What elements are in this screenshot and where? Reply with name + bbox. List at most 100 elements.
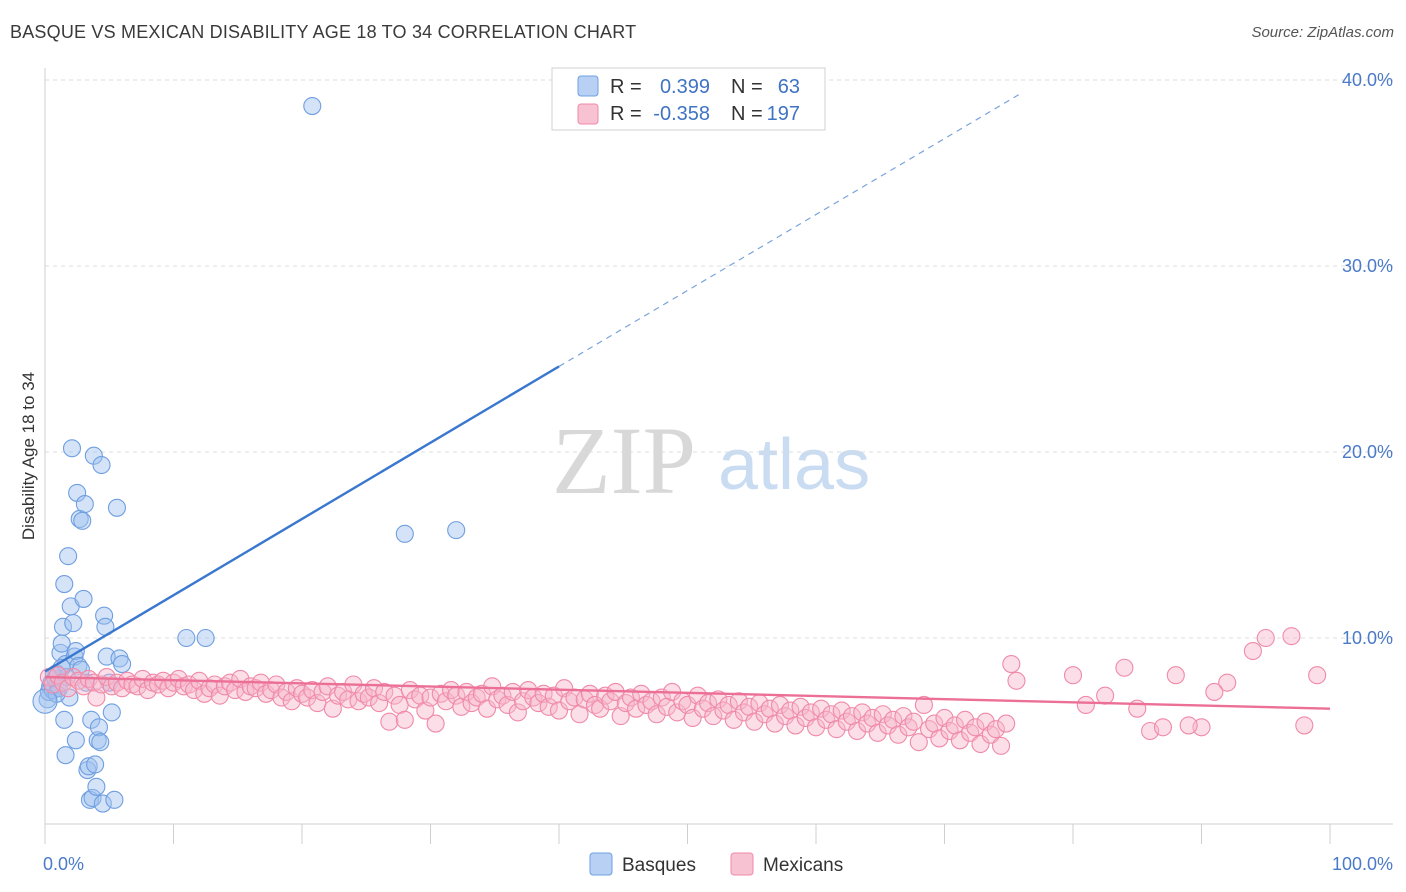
legend-n-label-1: N = [731, 76, 763, 98]
mexican-point-75 [421, 688, 440, 707]
mexican-point-4 [59, 679, 78, 698]
mexican-point-201 [1282, 627, 1301, 646]
mexican-point-169 [904, 712, 923, 731]
mexican-point-180 [961, 723, 980, 742]
mexican-trend-line [44, 675, 1331, 710]
mexican-point-148 [796, 708, 815, 728]
watermark: ZIP atlas [552, 407, 870, 514]
mexican-point-128 [693, 699, 712, 718]
mexican-point-167 [894, 707, 913, 726]
basque-point-19 [62, 439, 82, 458]
watermark-atlas: atlas [718, 425, 870, 505]
series-mexicans [39, 627, 1327, 755]
mexican-point-134 [724, 710, 743, 729]
bottom-legend: Basques Mexicans [589, 852, 843, 876]
mexican-point-142 [765, 714, 784, 733]
mexican-point-135 [729, 692, 748, 711]
mexican-point-163 [873, 705, 892, 724]
basque-point-48 [102, 703, 121, 722]
basque-point-62 [447, 521, 466, 540]
mexican-point-70 [395, 710, 414, 729]
mexican-point-144 [776, 707, 795, 726]
mexican-point-147 [791, 697, 810, 716]
mexican-point-166 [889, 725, 908, 744]
mexican-point-187 [997, 714, 1016, 733]
basque-point-37 [86, 755, 105, 774]
mexican-point-76 [426, 714, 445, 733]
basque-point-55 [56, 746, 75, 765]
basque-point-34 [82, 710, 101, 729]
legend-n-label-2: N = [731, 103, 763, 125]
y-tick-label-30: 30.0% [1342, 256, 1393, 276]
basque-point-38 [87, 777, 106, 796]
mexican-point-185 [986, 720, 1005, 739]
mexican-point-126 [683, 708, 702, 728]
mexican-point-92 [508, 703, 527, 722]
mexican-point-170 [909, 733, 928, 752]
mexican-point-199 [1243, 641, 1262, 661]
trend-lines [44, 92, 1331, 710]
mexican-point-198 [1218, 673, 1237, 692]
basque-point-29 [75, 495, 94, 514]
basque-point-39 [88, 731, 107, 750]
mexican-point-156 [837, 712, 856, 731]
legend-swatch-basques [577, 75, 599, 97]
mexican-point-131 [709, 690, 728, 709]
mexican-point-206 [1153, 718, 1172, 737]
mexican-point-178 [950, 731, 969, 750]
mexican-point-138 [745, 712, 764, 731]
basque-trend-line [44, 365, 560, 673]
y-tick-label-10: 10.0% [1342, 628, 1393, 648]
basque-point-32 [79, 757, 98, 776]
basque-point-13 [55, 575, 74, 594]
mexican-point-164 [878, 716, 898, 735]
basque-point-42 [92, 455, 111, 475]
legend-swatch-mexicans [577, 103, 599, 125]
mexican-point-168 [899, 718, 918, 737]
y-tick-labels: 10.0% 20.0% 30.0% 40.0% [1342, 70, 1393, 648]
mexican-point-130 [704, 707, 723, 726]
mexican-point-150 [806, 718, 826, 737]
mexican-point-114 [621, 688, 641, 707]
basque-point-59 [196, 628, 215, 648]
basque-point-16 [59, 547, 78, 566]
mexican-point-181 [966, 718, 985, 737]
mexican-point-132 [714, 701, 733, 720]
y-tick-label-20: 20.0% [1342, 442, 1393, 462]
mexican-point-189 [1007, 671, 1026, 690]
legend-box: R = 0.399 N = 63 R = -0.358 N = 197 [551, 67, 826, 131]
basque-point-50 [107, 498, 127, 517]
bottom-legend-swatch-mexicans [730, 852, 754, 876]
mexican-point-152 [817, 710, 836, 729]
basque-point-43 [93, 794, 112, 813]
basque-point-41 [91, 733, 110, 752]
mexican-point-66 [375, 682, 394, 701]
mexican-point-159 [853, 703, 872, 722]
mexican-point-113 [616, 694, 635, 713]
mexican-point-196 [1166, 666, 1185, 685]
grid-lines [45, 79, 1393, 639]
legend-r-label-1: R = [610, 76, 642, 98]
mexican-point-186 [991, 736, 1011, 755]
mexican-point-193 [1115, 658, 1134, 677]
mexican-point-176 [940, 721, 959, 741]
basque-trend-extension [558, 92, 1022, 367]
watermark-zip: ZIP [552, 407, 696, 514]
mexican-point-182 [971, 734, 990, 754]
mexican-point-31 [195, 684, 214, 703]
mexican-point-200 [1256, 628, 1275, 648]
mexican-point-155 [832, 701, 851, 720]
x-tick-label-max: 100.0% [1332, 854, 1393, 874]
basque-point-cluster [32, 688, 58, 714]
legend-n-value-2: 197 [767, 103, 800, 125]
mexican-point-67 [380, 712, 399, 731]
mexican-point-190 [1063, 666, 1083, 685]
mexican-point-174 [930, 729, 949, 748]
chart-title: BASQUE VS MEXICAN DISABILITY AGE 18 TO 3… [10, 22, 637, 42]
mexican-point-146 [786, 716, 805, 735]
mexican-point-158 [848, 721, 867, 741]
mexican-point-110 [601, 692, 620, 711]
basque-point-40 [89, 718, 109, 737]
basque-point-61 [395, 524, 414, 543]
basque-point-58 [177, 628, 196, 648]
